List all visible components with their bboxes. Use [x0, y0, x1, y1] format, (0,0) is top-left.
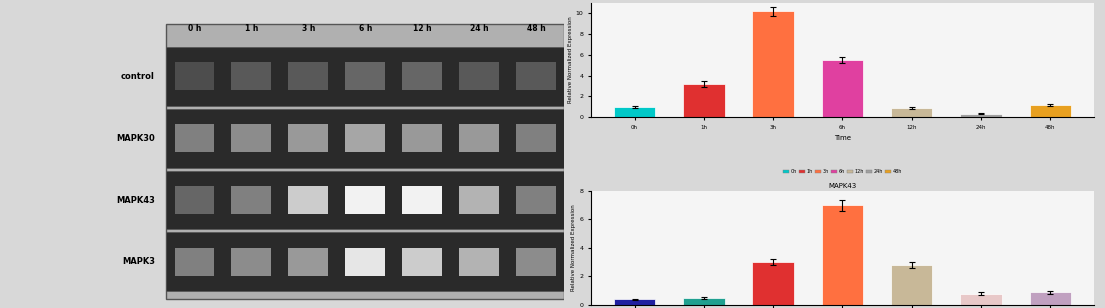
Bar [822, 60, 863, 117]
Bar [175, 124, 214, 152]
Bar [753, 11, 793, 117]
Bar [822, 205, 863, 305]
Bar [345, 62, 386, 90]
Text: MAPK30: MAPK30 [116, 134, 155, 143]
Bar [175, 248, 214, 276]
Title: MAPK30: MAPK30 [829, 0, 856, 1]
Bar [288, 62, 328, 90]
Bar [402, 248, 442, 276]
Bar [753, 262, 793, 305]
Bar [231, 186, 272, 214]
Text: MAPK43: MAPK43 [116, 196, 155, 205]
Bar [516, 124, 556, 152]
Bar [516, 62, 556, 90]
X-axis label: Time: Time [834, 135, 851, 141]
Title: MAPK43: MAPK43 [829, 183, 856, 189]
Text: 1 h: 1 h [244, 24, 259, 33]
Bar [1030, 292, 1071, 305]
Text: 48 h: 48 h [527, 24, 546, 33]
Bar [891, 265, 933, 305]
Bar [613, 107, 655, 117]
Bar [345, 186, 386, 214]
Legend: 0h, 1h, 3h, 6h, 12h, 24h, 48h: 0h, 1h, 3h, 6h, 12h, 24h, 48h [781, 167, 904, 176]
Bar [166, 233, 565, 291]
Bar [891, 108, 933, 117]
Text: 24 h: 24 h [470, 24, 488, 33]
Bar [166, 171, 565, 229]
Bar [460, 62, 499, 90]
Bar [516, 248, 556, 276]
Text: 6 h: 6 h [358, 24, 372, 33]
Bar [960, 294, 1002, 305]
Text: 3 h: 3 h [302, 24, 315, 33]
Bar [613, 299, 655, 305]
Bar [231, 248, 272, 276]
Bar [231, 124, 272, 152]
Bar [345, 124, 386, 152]
Y-axis label: Relative Normalized Expression: Relative Normalized Expression [568, 17, 572, 103]
Bar [345, 248, 386, 276]
Text: MAPK3: MAPK3 [122, 257, 155, 266]
Text: control: control [122, 72, 155, 81]
Bar [402, 186, 442, 214]
Bar [166, 109, 565, 168]
Bar [166, 47, 565, 106]
Bar [960, 114, 1002, 117]
Bar [166, 24, 565, 299]
Bar [402, 62, 442, 90]
Bar [460, 186, 499, 214]
Bar [460, 124, 499, 152]
Bar [1030, 104, 1071, 117]
Y-axis label: Relative Normalized Expression: Relative Normalized Expression [571, 205, 577, 291]
Bar [288, 124, 328, 152]
Text: 12 h: 12 h [413, 24, 431, 33]
Bar [175, 186, 214, 214]
Bar [683, 84, 725, 117]
Bar [402, 124, 442, 152]
Bar [231, 62, 272, 90]
Bar [683, 298, 725, 305]
Bar [288, 248, 328, 276]
Bar [516, 186, 556, 214]
Text: 0 h: 0 h [188, 24, 201, 33]
Bar [175, 62, 214, 90]
Bar [288, 186, 328, 214]
Bar [460, 248, 499, 276]
